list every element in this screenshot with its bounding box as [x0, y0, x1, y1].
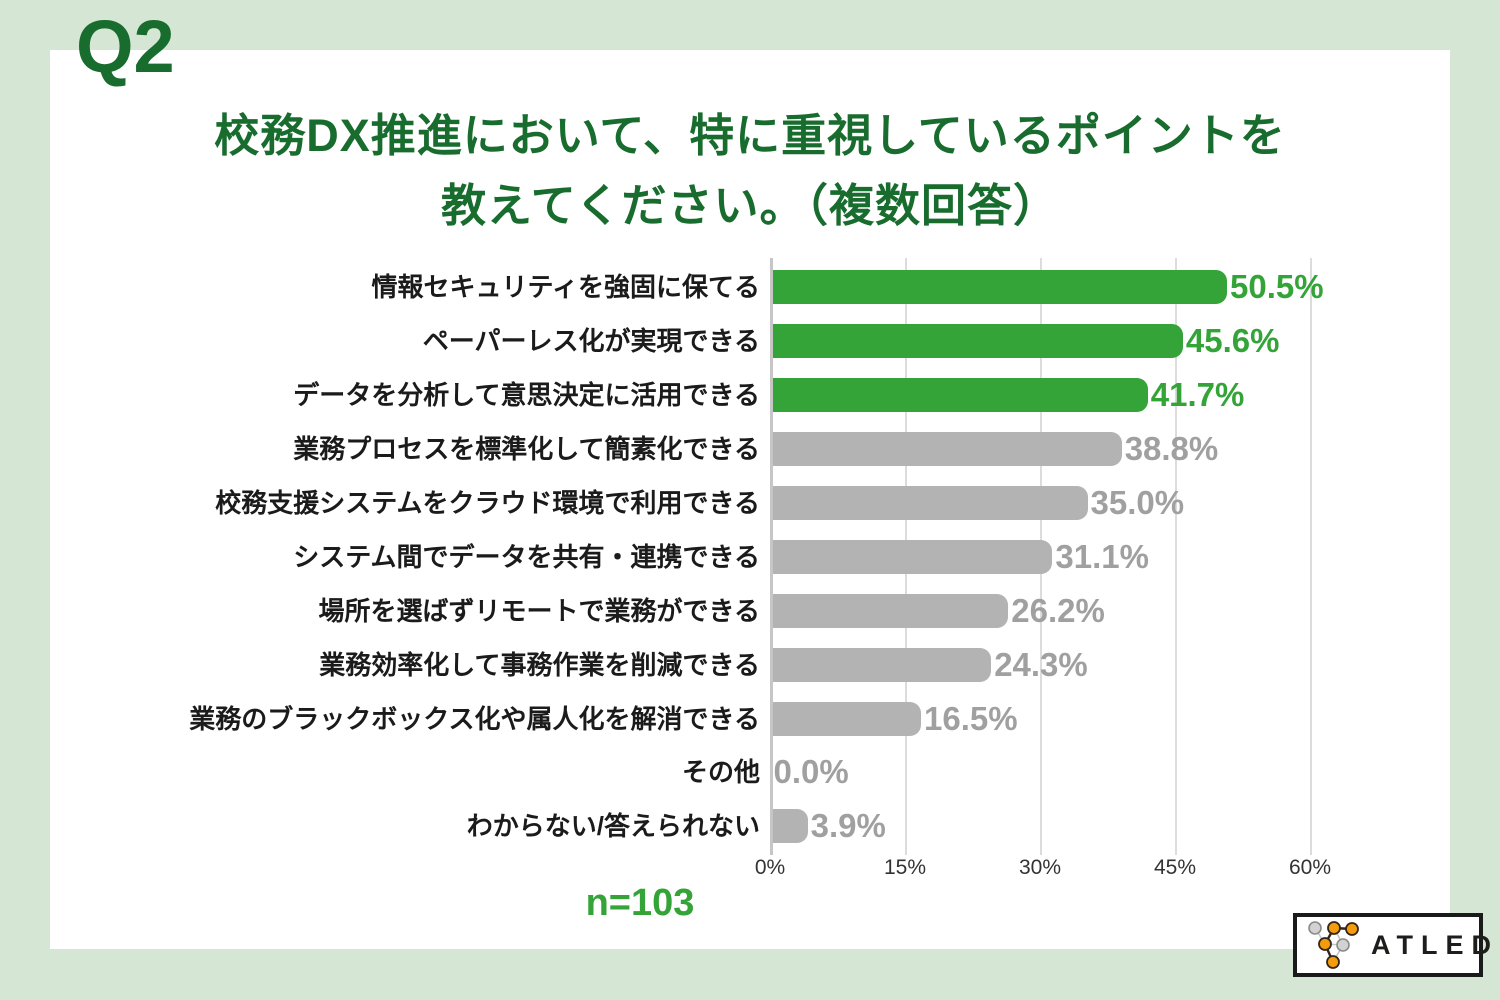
sample-size-label: n=103 [585, 882, 695, 924]
bar-10 [772, 809, 808, 844]
bar-value-6: 26.2% [1011, 591, 1105, 629]
bar-5 [772, 539, 1053, 574]
bar-value-8: 16.5% [924, 699, 1018, 737]
x-tick-label-15%: 15% [883, 856, 927, 879]
bar-label-10: わからない/答えられない [466, 811, 760, 842]
bar-value-0: 50.5% [1230, 268, 1324, 306]
y-axis-line [770, 258, 773, 855]
chart-title-line1: 校務DX推進において、特に重視しているポイントを [214, 110, 1286, 161]
atled-logo-text: ATLED [1371, 929, 1499, 960]
bar-label-9: その他 [681, 757, 760, 788]
content-panel [50, 50, 1450, 949]
bar-value-5: 31.1% [1055, 537, 1149, 575]
bar-label-4: 校務支援システムをクラウド環境で利用できる [215, 487, 760, 518]
bar-value-1: 45.6% [1185, 322, 1280, 360]
x-tick-label-30%: 30% [1018, 856, 1062, 879]
chart-title: 校務DX推進において、特に重視しているポイントを 教えてください。（複数回答） [0, 101, 1500, 241]
atled-molecule-icon [1308, 921, 1359, 969]
bar-3 [772, 432, 1122, 466]
x-tick-label-0%: 0% [754, 856, 786, 879]
question-number-label: Q2 [76, 5, 175, 88]
chart-title-line2: 教えてください。（複数回答） [441, 180, 1059, 231]
bar-label-0: 情報セキュリティを強固に保てる [371, 272, 760, 303]
gridline-60% [1310, 258, 1312, 855]
bar-value-2: 41.7% [1150, 376, 1245, 414]
bar-6 [772, 593, 1009, 628]
atled-logo: ATLED [1293, 913, 1491, 977]
bar-label-5: システム間でデータを共有・連携できる [293, 541, 760, 572]
gridline-45% [1175, 258, 1177, 855]
bar-label-7: 業務効率化して事務作業を削減できる [319, 649, 760, 680]
bar-value-10: 3.9% [810, 807, 886, 845]
bar-1 [772, 324, 1183, 359]
bar-value-7: 24.3% [994, 645, 1088, 683]
bar-2 [772, 378, 1148, 413]
x-tick-label-60%: 60% [1288, 856, 1332, 879]
x-tick-label-45%: 45% [1153, 856, 1197, 879]
bar-label-6: 場所を選ばずリモートで業務ができる [318, 595, 760, 626]
bar-value-9: 0.0% [773, 753, 849, 791]
bar-label-1: ペーパーレス化が実現できる [422, 326, 760, 357]
bar-label-8: 業務のブラックボックス化や属人化を解消できる [189, 703, 760, 734]
bar-label-2: データを分析して意思決定に活用できる [293, 380, 760, 411]
bar-8 [772, 701, 921, 736]
bar-0 [772, 270, 1227, 305]
bar-value-4: 35.0% [1090, 483, 1185, 521]
bar-7 [772, 647, 992, 682]
bar-value-3: 38.8% [1124, 430, 1219, 467]
bar-label-3: 業務プロセスを標準化して簡素化できる [293, 434, 760, 464]
bar-4 [772, 485, 1088, 520]
